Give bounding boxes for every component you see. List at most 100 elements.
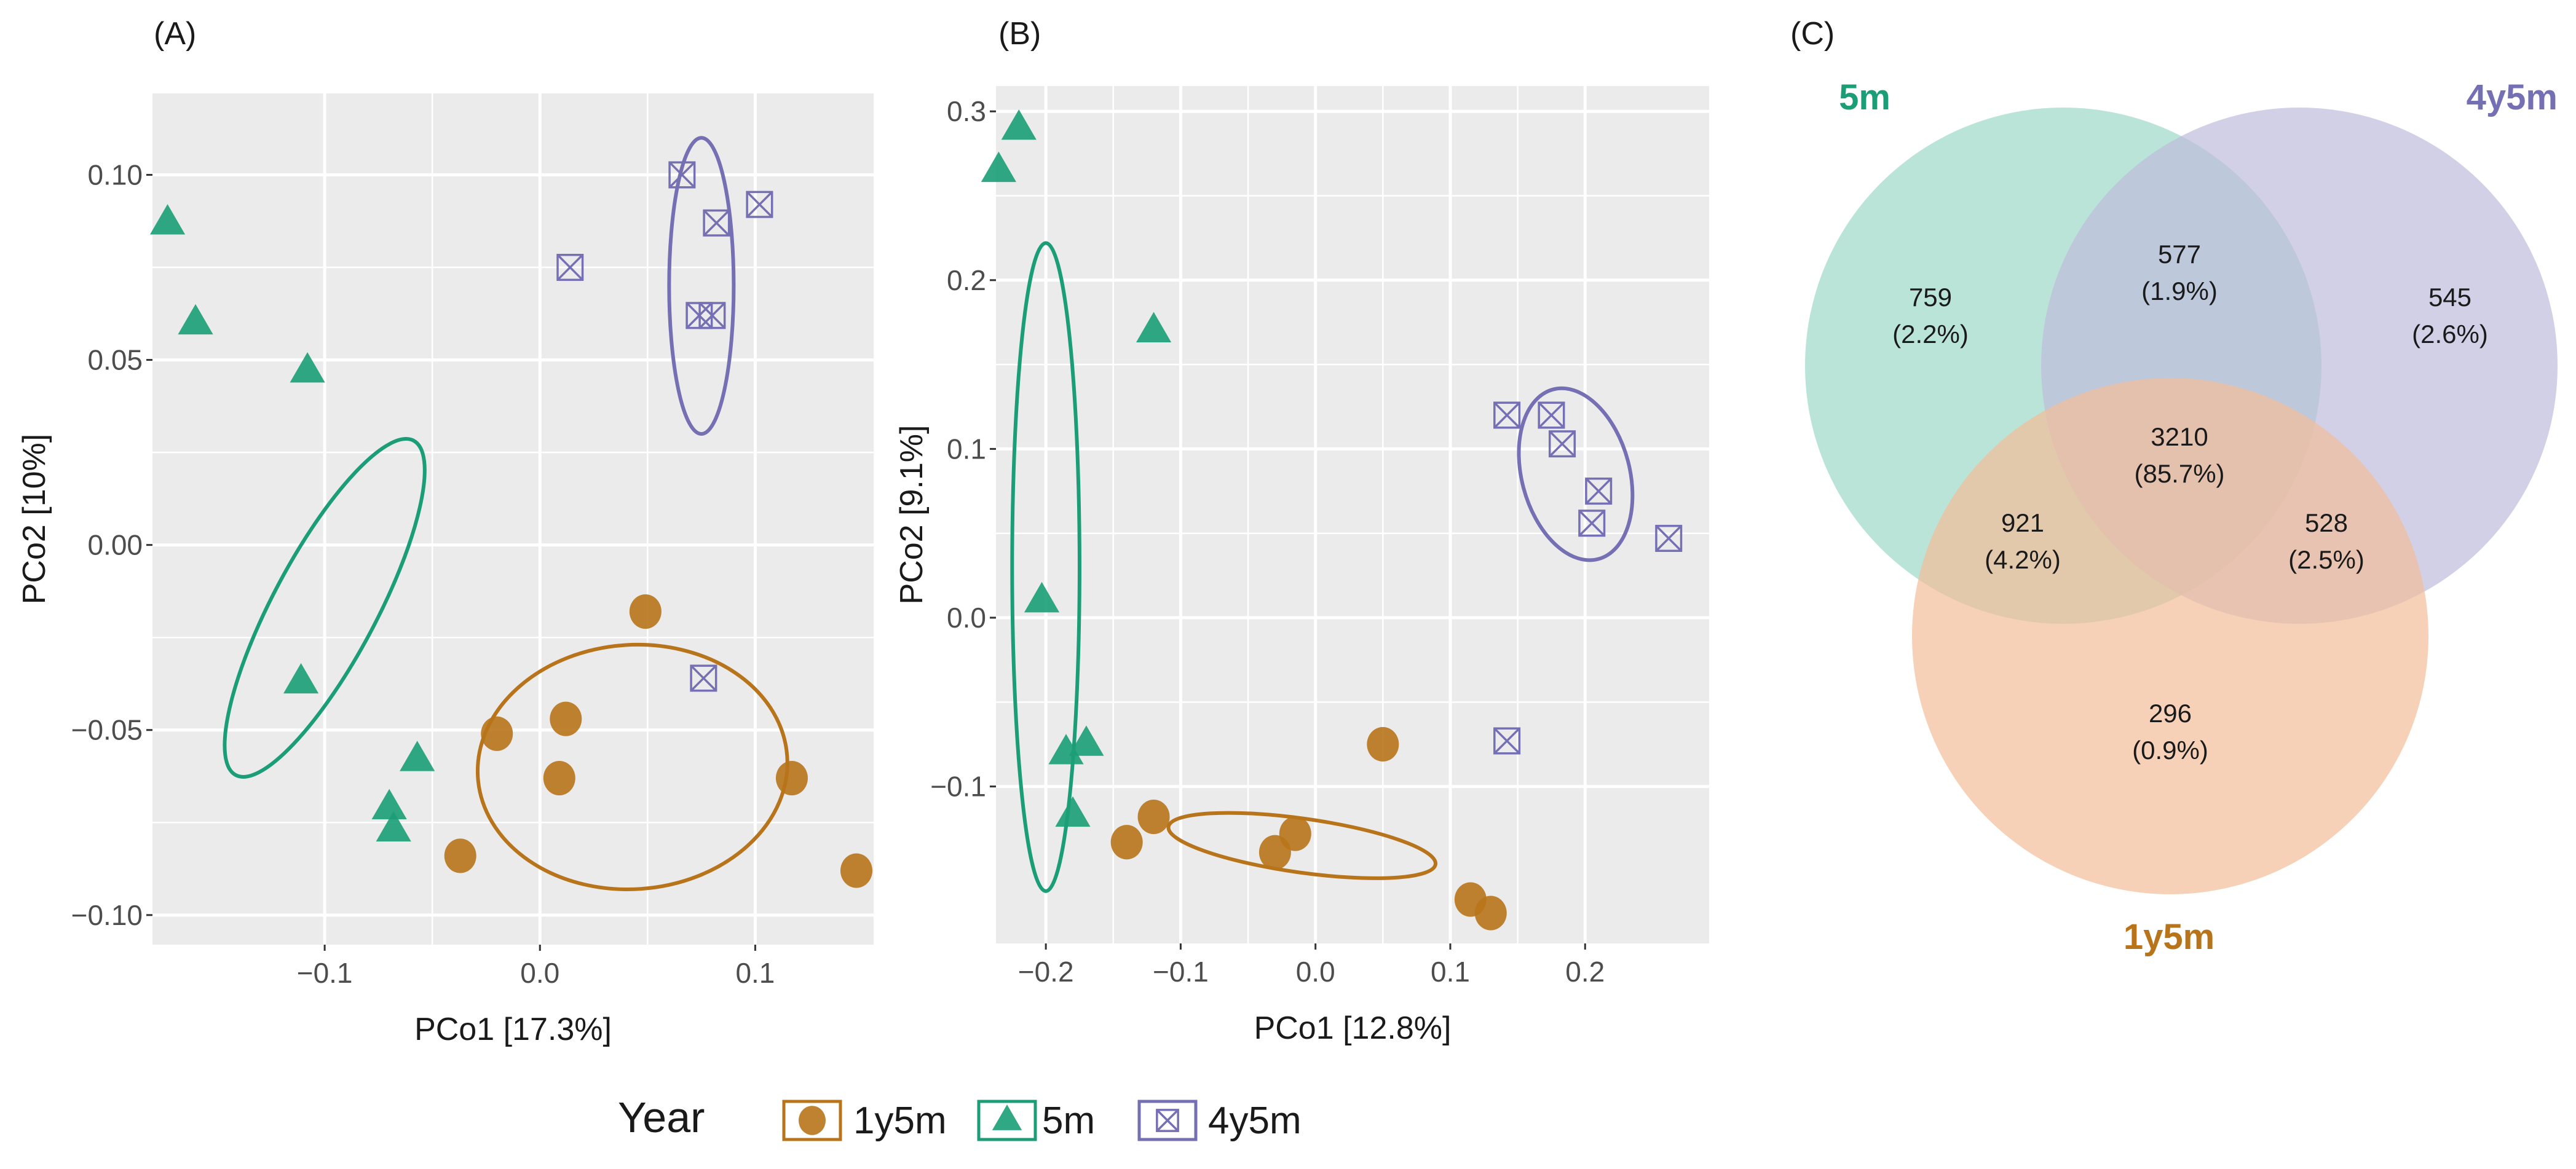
x-axis-label: PCo1 [17.3%] — [414, 1012, 612, 1047]
point-5m — [290, 352, 325, 383]
venn-set-label-1y5m: 1y5m — [2124, 917, 2214, 957]
x-tick-label: 0.2 — [1565, 956, 1605, 988]
point-5m — [400, 741, 435, 771]
legend: Year 1y5m 5m 4y5m — [618, 1093, 1302, 1142]
y-tick-label: −0.1 — [930, 771, 986, 803]
point-4y5m — [668, 161, 696, 189]
venn-region-percent: (2.6%) — [2412, 320, 2488, 348]
point-4y5m — [1548, 430, 1576, 458]
point-1y5m — [1367, 726, 1399, 762]
y-axis-label: PCo2 [9.1%] — [894, 425, 930, 605]
venn-region-percent: (1.9%) — [2141, 277, 2218, 305]
venn-region-percent: (2.5%) — [2288, 545, 2365, 574]
confidence-ellipse-4y5m — [1517, 386, 1635, 562]
point-5m — [1136, 312, 1172, 342]
legend-marker-1y5m — [799, 1106, 826, 1135]
venn-region-percent: (85.7%) — [2134, 459, 2224, 488]
y-tick-label: 0.05 — [87, 344, 143, 376]
legend-title: Year — [618, 1093, 705, 1141]
confidence-ellipse-1y5m — [1166, 811, 1438, 880]
point-4y5m — [703, 209, 730, 237]
point-1y5m — [550, 701, 582, 736]
panel-b-tag: (B) — [998, 16, 1041, 52]
panel-c-tag: (C) — [1790, 16, 1835, 52]
plot-background — [152, 93, 874, 945]
venn-region-percent: (0.9%) — [2132, 736, 2208, 765]
venn-region-count: 921 — [2001, 508, 2044, 537]
series-1y5m — [444, 594, 872, 888]
point-5m — [283, 663, 319, 694]
point-5m — [371, 789, 407, 819]
venn-set-label-5m: 5m — [1839, 77, 1891, 117]
legend-marker-5m — [992, 1104, 1022, 1130]
panel-c-venn: 5m 4y5m 1y5m 759 (2.2%) 577 (1.9%) 545 (2.6%) 321… — [1805, 77, 2558, 957]
x-tick-label: 0.0 — [520, 957, 559, 989]
y-tick-label: −0.05 — [71, 714, 143, 746]
point-1y5m — [444, 838, 476, 873]
x-tick-label: 0.1 — [1431, 956, 1470, 988]
venn-region-count: 545 — [2428, 283, 2471, 312]
series-1y5m — [1110, 726, 1507, 931]
ticks: −0.1 0.0 0.1 −0.10 −0.05 0.00 0.05 0.10 — [71, 159, 775, 989]
panel-b-pcoa: −0.2 −0.1 0.0 0.1 0.2 −0.1 0.0 0.1 0.2 0.3 PCo1 [1… — [894, 86, 1709, 1046]
venn-set-label-4y5m: 4y5m — [2467, 77, 2558, 117]
point-1y5m — [1258, 835, 1291, 870]
venn-region-percent: (4.2%) — [1985, 545, 2061, 574]
point-5m — [178, 304, 213, 335]
point-1y5m — [481, 716, 513, 751]
x-tick-label: 0.0 — [1296, 956, 1335, 988]
point-1y5m — [629, 594, 662, 629]
ticks: −0.2 −0.1 0.0 0.1 0.2 −0.1 0.0 0.1 0.2 0.3 — [930, 95, 1605, 988]
legend-label: 5m — [1042, 1100, 1095, 1142]
y-tick-label: 0.2 — [947, 264, 986, 296]
y-tick-label: 0.0 — [947, 602, 986, 634]
legend-marker-4y5m — [1156, 1109, 1179, 1132]
x-tick-label: −0.1 — [1153, 956, 1209, 988]
point-1y5m — [1474, 895, 1507, 931]
point-1y5m — [543, 760, 575, 796]
venn-region-count: 577 — [2158, 240, 2201, 269]
confidence-ellipse-1y5m — [475, 642, 789, 891]
y-tick-label: 0.10 — [87, 159, 143, 191]
legend-item-5m: 5m — [977, 1100, 1095, 1142]
gridlines — [996, 86, 1709, 943]
point-4y5m — [1538, 401, 1565, 429]
legend-label: 4y5m — [1208, 1100, 1302, 1142]
x-tick-label: −0.1 — [297, 957, 353, 989]
point-4y5m — [690, 664, 717, 692]
venn-region-count: 528 — [2305, 508, 2348, 537]
point-5m — [1001, 109, 1037, 140]
point-1y5m — [840, 853, 872, 888]
venn-region-percent: (2.2%) — [1892, 320, 1969, 348]
x-tick-label: 0.1 — [735, 957, 775, 989]
panel-a-tag: (A) — [154, 16, 196, 52]
series-5m — [981, 109, 1172, 827]
ellipses — [223, 136, 789, 891]
point-4y5m — [1655, 524, 1683, 552]
y-tick-label: −0.10 — [71, 899, 143, 931]
y-tick-label: 0.3 — [947, 95, 986, 127]
x-axis-label: PCo1 [12.8%] — [1254, 1010, 1452, 1046]
x-tick-label: −0.2 — [1018, 956, 1074, 988]
series-4y5m — [556, 161, 773, 692]
venn-circle-1y5m — [1912, 378, 2428, 894]
point-4y5m — [1585, 478, 1613, 505]
y-axis-label: PCo2 [10%] — [17, 434, 52, 605]
gridlines — [152, 93, 874, 945]
series-5m — [149, 204, 435, 842]
point-5m — [1048, 734, 1084, 765]
point-4y5m — [1493, 401, 1521, 429]
point-4y5m — [698, 302, 726, 329]
venn-region-count: 759 — [1909, 283, 1952, 312]
legend-item-1y5m: 1y5m — [782, 1100, 947, 1142]
confidence-ellipse-5m — [1010, 241, 1081, 893]
point-5m — [1055, 796, 1091, 827]
point-4y5m — [1493, 727, 1521, 755]
legend-label: 1y5m — [853, 1100, 947, 1142]
y-tick-label: 0.1 — [947, 433, 986, 465]
point-4y5m — [746, 191, 773, 218]
confidence-ellipse-5m — [223, 437, 427, 779]
point-1y5m — [775, 760, 808, 796]
point-4y5m — [556, 253, 584, 281]
